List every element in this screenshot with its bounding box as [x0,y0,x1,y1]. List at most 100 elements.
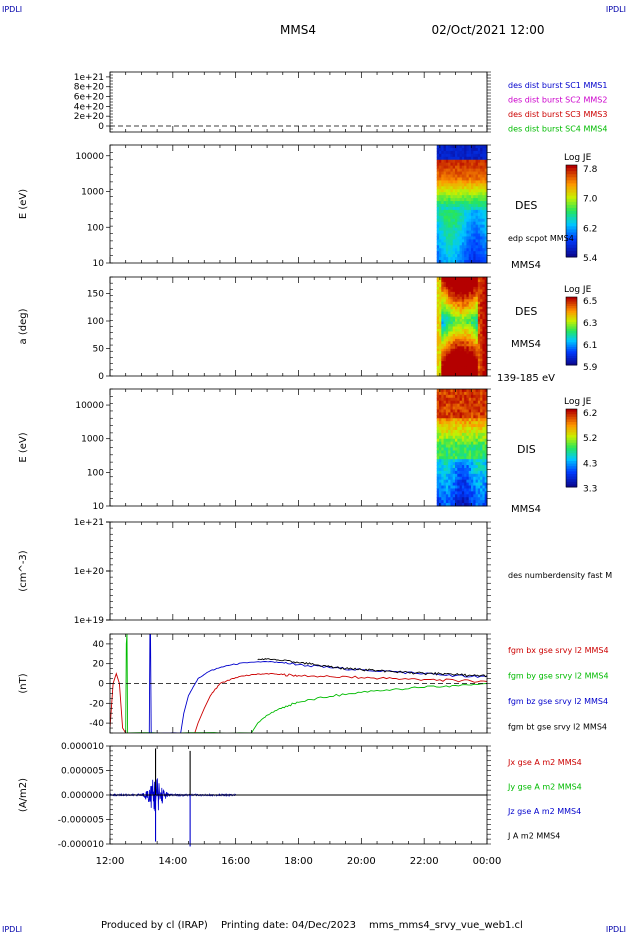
heatmap-cell [466,482,470,487]
heatmap-cell [436,409,440,413]
heatmap-cell [461,406,465,410]
heatmap-cell [459,351,463,355]
heatmap-cell [461,189,465,193]
heatmap-cell [450,424,454,428]
heatmap-cell [441,497,445,501]
heatmap-cell [477,189,481,193]
heatmap-cell [468,301,472,305]
heatmap-cell [477,284,481,288]
heatmap-cell [468,324,472,327]
heatmap-cell [484,403,488,408]
heatmap-cell [461,299,465,303]
heatmap-cell [461,306,465,310]
heatmap-cell [473,343,477,347]
heatmap-cell [448,321,451,325]
heatmap-cell [448,462,451,466]
heatmap-cell [445,444,449,448]
heatmap-cell [452,406,456,410]
heatmap-cell [468,415,472,419]
heatmap-cell [468,470,472,475]
heatmap-cell [441,180,445,184]
heatmap-cell [475,326,479,330]
heatmap-cell [473,201,477,205]
heatmap-cell [480,209,483,214]
heatmap-cell [455,353,458,357]
heatmap-cell [466,316,470,320]
panel-annotation: MMS4 [511,504,541,515]
heatmap-cell [457,309,461,313]
heatmap-cell [461,394,465,399]
heatmap-cell [475,427,479,431]
heatmap-cell [473,177,477,181]
heatmap-cell [455,324,458,327]
heatmap-cell [468,418,472,422]
heatmap-cell [468,254,472,258]
heatmap-cell [455,201,458,205]
heatmap-cell [450,444,454,448]
heatmap-cell [482,485,486,489]
heatmap-cell [466,174,470,178]
heatmap-cell [464,482,467,487]
heatmap-cell [468,336,472,340]
heatmap-cell [443,406,447,410]
heatmap-cell [482,462,486,466]
heatmap-cell [477,260,481,264]
colorbar-segment [566,177,577,181]
heatmap-cell [480,296,483,300]
heatmap-cell [445,162,449,167]
heatmap-cell [457,338,461,342]
heatmap-cell [484,427,488,431]
heatmap-cell [473,429,477,434]
heatmap-cell [452,159,456,164]
heatmap-cell [468,248,472,252]
heatmap-cell [445,435,449,440]
heatmap-cell [471,186,474,190]
heatmap-cell [441,368,445,372]
heatmap-cell [450,230,454,234]
heatmap-cell [441,441,445,446]
heatmap-cell [461,195,465,199]
heatmap-cell [461,353,465,357]
heatmap-cell [461,459,465,463]
heatmap-cell [475,497,479,501]
heatmap-cell [468,363,472,367]
heatmap-cell [450,162,454,167]
heatmap-cell [471,356,474,360]
time-tick-label: 22:00 [410,856,439,867]
heatmap-cell [439,201,442,205]
heatmap-cell [459,368,463,372]
heatmap-cell [477,301,481,305]
colorbar-segment [566,353,577,357]
heatmap-cell [464,314,467,318]
heatmap-cell [441,438,445,443]
heatmap-cell [439,485,442,489]
heatmap-cell [475,343,479,347]
heatmap-cell [466,277,470,280]
heatmap-cell [457,260,461,264]
heatmap-cell [439,311,442,315]
heatmap-cell [484,165,488,170]
heatmap-cell [457,435,461,440]
time-tick-label: 20:00 [347,856,376,867]
colorbar-segment [566,168,577,172]
heatmap-cell [443,412,447,416]
heatmap-cell [445,429,449,434]
heatmap-cell [457,284,461,288]
heatmap-cell [439,456,442,460]
colorbar-segment [566,244,577,249]
heatmap-cell [436,174,440,178]
heatmap-cell [473,281,477,285]
heatmap-cell [461,361,465,365]
heatmap-cell [448,304,451,308]
heatmap-cell [457,494,461,498]
heatmap-cell [457,239,461,243]
heatmap-cell [480,260,483,264]
heatmap-cell [473,296,477,300]
heatmap-cell [445,338,449,342]
heatmap-cell [471,321,474,325]
heatmap-cell [439,245,442,249]
heatmap-cell [482,409,486,413]
heatmap-cell [461,438,465,443]
heatmap-cell [482,168,486,173]
